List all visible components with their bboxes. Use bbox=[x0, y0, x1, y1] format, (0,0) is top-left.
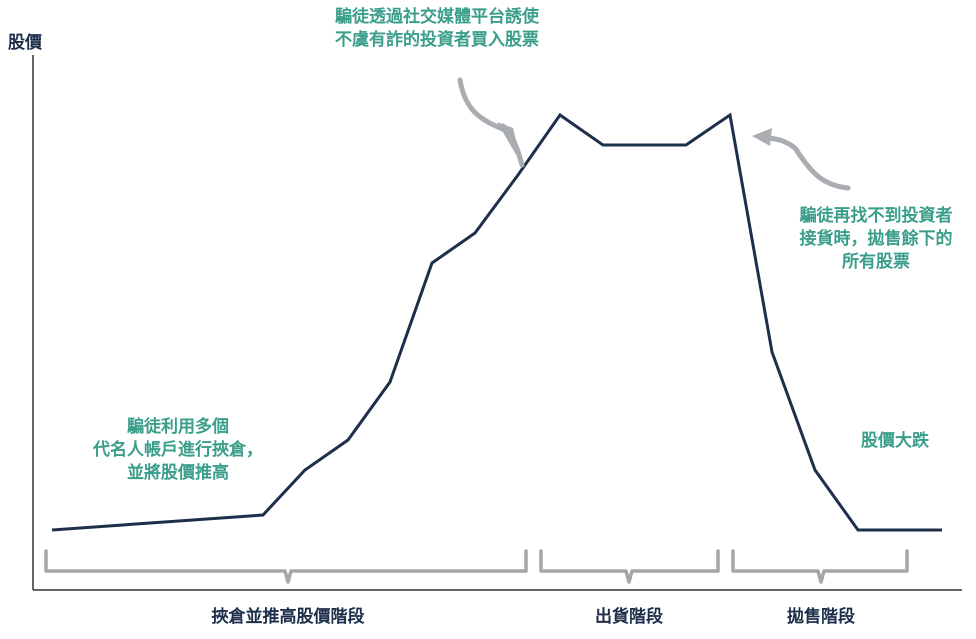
annotation-promotion-line: 騙徒透過社交媒體平台誘使 bbox=[335, 7, 539, 27]
annotation-accumulation-line: 騙徒利用多個 bbox=[127, 417, 229, 437]
curved-arrow-top bbox=[457, 77, 508, 133]
arrow-head-top bbox=[497, 122, 522, 165]
curved-arrow-right bbox=[762, 135, 851, 191]
annotation-accumulation-line: 代名人帳戶進行挾倉， bbox=[93, 439, 263, 460]
phase-label-distribution: 出貨階段 bbox=[595, 607, 663, 627]
y-axis-label: 股價 bbox=[8, 33, 42, 53]
annotation-price-drop: 股價大跌 bbox=[861, 431, 929, 451]
annotation-dump-line: 接貨時，拋售餘下的 bbox=[799, 228, 953, 249]
annotation-dump-line: 所有股票 bbox=[842, 251, 910, 272]
annotation-dump: 騙徒再找不到投資者 接貨時，拋售餘下的 所有股票 bbox=[800, 205, 953, 274]
phase-label-accumulation: 挾倉並推高股價階段 bbox=[211, 607, 365, 627]
arrow-head-top-cap bbox=[500, 123, 525, 168]
annotation-dump-line: 騙徒再找不到投資者 bbox=[799, 206, 953, 226]
annotation-accumulation: 騙徒利用多個 代名人帳戶進行挾倉， 並將股價推高 bbox=[93, 416, 263, 485]
arrow-head-right bbox=[752, 128, 772, 146]
phase-label-dump: 拋售階段 bbox=[787, 607, 855, 627]
bracket-accumulation bbox=[44, 549, 528, 584]
annotation-accumulation-line: 並將股價推高 bbox=[127, 462, 229, 483]
bracket-dump bbox=[731, 549, 909, 584]
annotation-promotion-line: 不虞有詐的投資者買入股票 bbox=[335, 29, 539, 50]
annotation-promotion: 騙徒透過社交媒體平台誘使 不虞有詐的投資者買入股票 bbox=[335, 6, 539, 52]
price-line bbox=[51, 112, 942, 532]
bracket-distribution bbox=[539, 549, 720, 584]
